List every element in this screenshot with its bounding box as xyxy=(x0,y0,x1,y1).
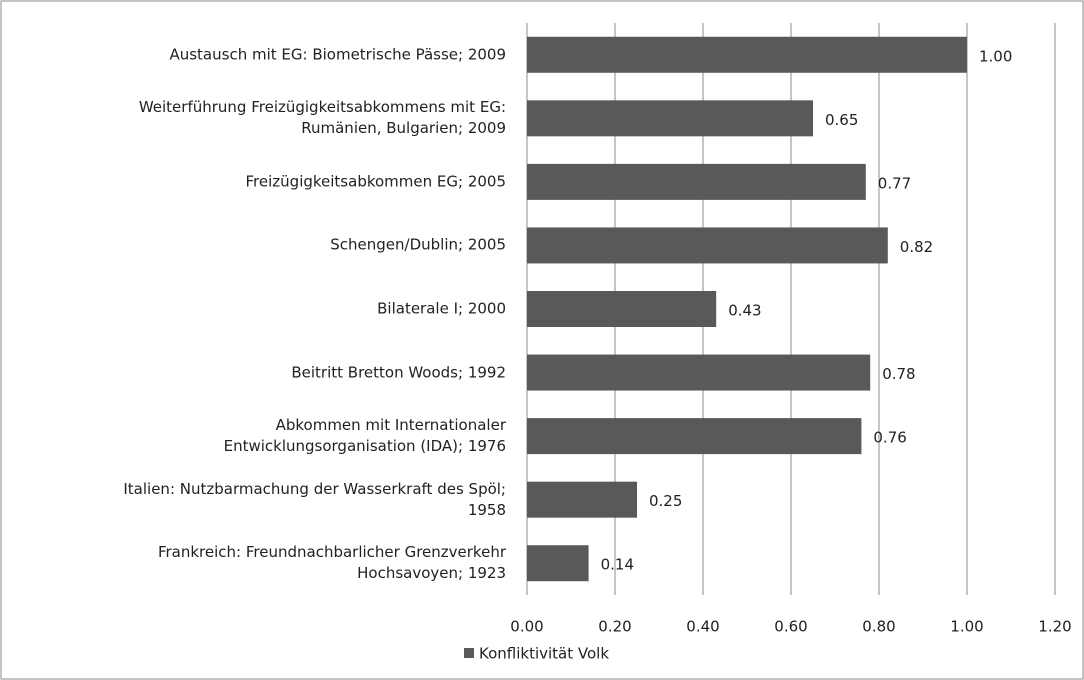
value-label: 0.14 xyxy=(601,556,634,574)
value-label: 0.77 xyxy=(878,174,911,192)
y-tick-label: Austausch mit EG: Biometrische Pässe; 20… xyxy=(169,45,506,64)
bar xyxy=(527,100,813,137)
legend-swatch xyxy=(464,648,474,658)
x-tick-label: 1.00 xyxy=(950,618,983,636)
x-tick-label: 0.20 xyxy=(598,618,631,636)
y-tick-label: Abkommen mit Internationaler Entwicklung… xyxy=(223,416,506,456)
y-tick-label: Weiterführung Freizügigkeitsabkommens mi… xyxy=(138,98,506,138)
value-label: 0.65 xyxy=(825,111,858,129)
bar xyxy=(527,36,967,73)
y-tick-label: Schengen/Dublin; 2005 xyxy=(330,235,506,254)
y-tick-label: Frankreich: Freundnachbarlicher Grenzver… xyxy=(157,543,506,583)
x-tick-label: 0.00 xyxy=(510,618,543,636)
bar xyxy=(527,481,637,518)
bar xyxy=(527,163,866,200)
value-label: 1.00 xyxy=(979,47,1012,65)
y-tick-label: Beitritt Bretton Woods; 1992 xyxy=(291,363,506,382)
value-label: 0.25 xyxy=(649,492,682,510)
y-tick-label: Freizügigkeitsabkommen EG; 2005 xyxy=(245,172,506,191)
x-tick-label: 0.80 xyxy=(862,618,895,636)
bar xyxy=(527,227,888,264)
x-tick-label: 0.40 xyxy=(686,618,719,636)
x-tick-label: 0.60 xyxy=(774,618,807,636)
y-tick-label: Italien: Nutzbarmachung der Wasserkraft … xyxy=(123,479,506,519)
bar xyxy=(527,291,717,327)
value-label: 0.82 xyxy=(900,238,933,256)
bar xyxy=(527,418,862,455)
value-label: 0.76 xyxy=(873,429,906,447)
value-label: 0.78 xyxy=(882,365,915,383)
y-tick-label: Bilaterale I; 2000 xyxy=(377,299,506,318)
bar xyxy=(527,354,871,391)
bar xyxy=(527,545,589,582)
legend-label: Konfliktivität Volk xyxy=(479,645,609,663)
x-tick-label: 1.20 xyxy=(1038,618,1071,636)
value-label: 0.43 xyxy=(728,302,761,320)
